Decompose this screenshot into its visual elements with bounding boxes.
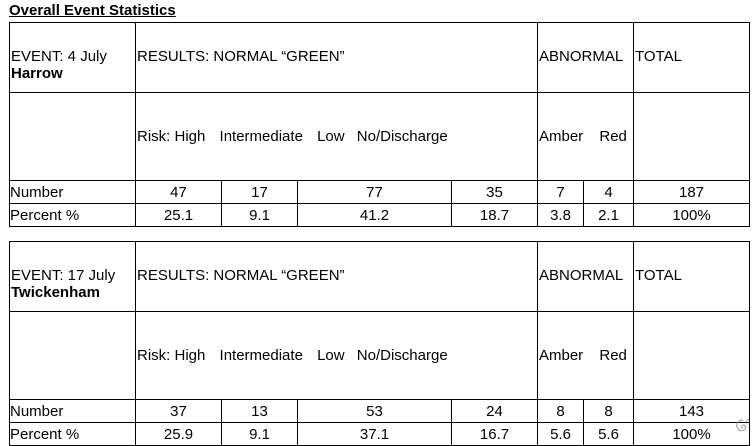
percent-row: Percent % 25.9 9.1 37.1 16.7 5.6 5.6 100… — [9, 422, 750, 446]
page-title: Overall Event Statistics — [9, 2, 176, 19]
percent-low: 41.2 — [297, 203, 452, 227]
percent-low: 37.1 — [297, 422, 452, 446]
percent-total: 100% — [633, 422, 750, 446]
swirl-cursor-icon — [736, 418, 750, 432]
number-no-discharge: 24 — [451, 399, 538, 423]
risk-levels-cell: Risk: High Intermediate Low No/Discharge — [135, 311, 538, 400]
percent-row: Percent % 25.1 9.1 41.2 18.7 3.8 2.1 100… — [9, 203, 750, 227]
venue-label: Harrow — [11, 65, 63, 82]
percent-red: 2.1 — [583, 203, 634, 227]
number-row: Number 47 17 77 35 7 4 187 — [9, 180, 750, 204]
abnormal-label: ABNORMAL — [539, 48, 624, 65]
percent-red: 5.6 — [583, 422, 634, 446]
percent-total: 100% — [633, 203, 750, 227]
number-red: 8 — [583, 399, 634, 423]
number-intermediate: 13 — [221, 399, 298, 423]
percent-high: 25.1 — [135, 203, 222, 227]
abnormal-label: ABNORMAL — [539, 267, 624, 284]
risk-low-label: Low — [317, 347, 345, 364]
risk-low-label: Low — [317, 128, 345, 145]
results-label: RESULTS: NORMAL “GREEN” — [137, 267, 345, 284]
venue-label: Twickenham — [11, 284, 100, 301]
number-amber: 7 — [537, 180, 584, 204]
number-low: 77 — [297, 180, 452, 204]
risk-intermediate-label: Intermediate — [219, 347, 303, 364]
abnormal-levels-cell: Amber Red — [537, 92, 634, 181]
total-header-cell: TOTAL — [633, 22, 750, 93]
percent-intermediate: 9.1 — [221, 422, 298, 446]
number-high: 37 — [135, 399, 222, 423]
event-header-cell: EVENT: 17 July Twickenham — [9, 241, 136, 312]
percent-amber: 3.8 — [537, 203, 584, 227]
event-label: EVENT: 4 July — [11, 48, 107, 65]
number-row-label: Number — [9, 180, 136, 204]
total-label: TOTAL — [635, 48, 682, 65]
event-header-cell: EVENT: 4 July Harrow — [9, 22, 136, 93]
percent-no-discharge: 18.7 — [451, 203, 538, 227]
abnormal-amber-label: Amber — [539, 347, 584, 364]
number-amber: 8 — [537, 399, 584, 423]
number-low: 53 — [297, 399, 452, 423]
abnormal-header-cell: ABNORMAL — [537, 22, 634, 93]
blank-cell — [633, 92, 750, 181]
event-stats-table-harrow: EVENT: 4 July Harrow RESULTS: NORMAL “GR… — [9, 22, 750, 227]
risk-intermediate-label: Intermediate — [219, 128, 303, 145]
percent-row-label: Percent % — [9, 203, 136, 227]
abnormal-amber-label: Amber — [539, 128, 584, 145]
abnormal-levels-cell: Amber Red — [537, 311, 634, 400]
number-intermediate: 17 — [221, 180, 298, 204]
percent-high: 25.9 — [135, 422, 222, 446]
number-row-label: Number — [9, 399, 136, 423]
results-header-cell: RESULTS: NORMAL “GREEN” — [135, 241, 538, 312]
number-no-discharge: 35 — [451, 180, 538, 204]
number-row: Number 37 13 53 24 8 8 143 — [9, 399, 750, 423]
percent-amber: 5.6 — [537, 422, 584, 446]
total-header-cell: TOTAL — [633, 241, 750, 312]
event-label: EVENT: 17 July — [11, 267, 116, 284]
blank-cell — [633, 311, 750, 400]
results-label: RESULTS: NORMAL “GREEN” — [137, 48, 345, 65]
number-total: 187 — [633, 180, 750, 204]
risk-no-discharge-label: No/Discharge — [356, 128, 448, 145]
number-high: 47 — [135, 180, 222, 204]
risk-no-discharge-label: No/Discharge — [356, 347, 448, 364]
abnormal-header-cell: ABNORMAL — [537, 241, 634, 312]
risk-high-label: Risk: High — [137, 128, 206, 145]
abnormal-red-label: Red — [599, 128, 627, 145]
risk-levels-cell: Risk: High Intermediate Low No/Discharge — [135, 92, 538, 181]
results-header-cell: RESULTS: NORMAL “GREEN” — [135, 22, 538, 93]
abnormal-red-label: Red — [599, 347, 627, 364]
blank-cell — [9, 92, 136, 181]
risk-high-label: Risk: High — [137, 347, 206, 364]
blank-cell — [9, 311, 136, 400]
total-label: TOTAL — [635, 267, 682, 284]
event-stats-table-twickenham: EVENT: 17 July Twickenham RESULTS: NORMA… — [9, 241, 750, 446]
percent-row-label: Percent % — [9, 422, 136, 446]
number-red: 4 — [583, 180, 634, 204]
percent-no-discharge: 16.7 — [451, 422, 538, 446]
percent-intermediate: 9.1 — [221, 203, 298, 227]
number-total: 143 — [633, 399, 750, 423]
